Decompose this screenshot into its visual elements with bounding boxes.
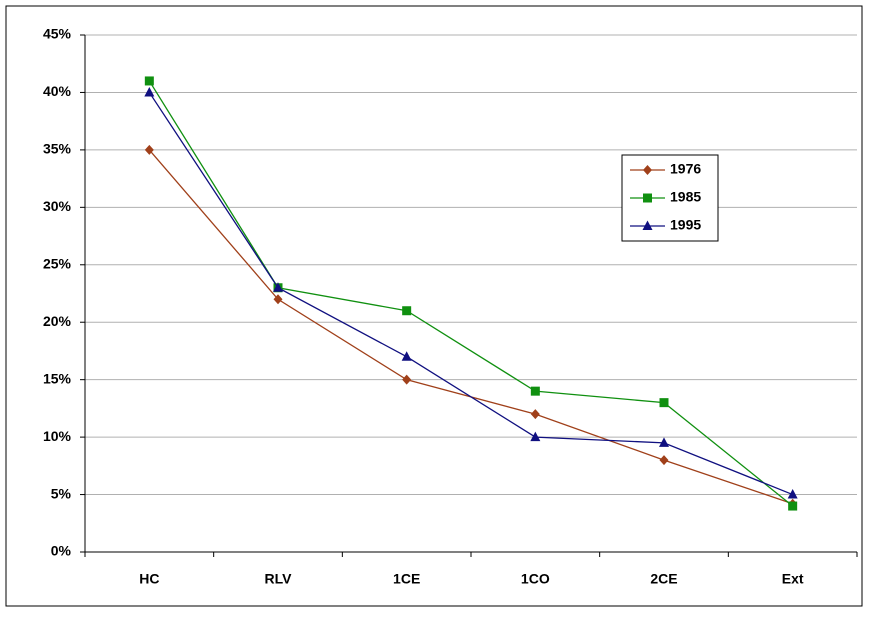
legend: 1976 1985 1995	[621, 154, 719, 242]
legend-label: 1985	[670, 189, 701, 205]
plot	[144, 76, 798, 511]
marker	[788, 501, 798, 511]
marker	[787, 489, 798, 499]
y-tick-label: 25%	[43, 255, 72, 271]
y-tick-label: 30%	[43, 198, 72, 214]
x-tick-label: 2CE	[650, 571, 677, 587]
series-line	[148, 92, 793, 496]
marker	[643, 193, 652, 203]
chart-border	[5, 5, 863, 607]
marker	[530, 386, 540, 396]
series-line	[148, 80, 794, 507]
marker	[144, 76, 154, 86]
y-tick-label: 20%	[43, 313, 72, 329]
x-tick-label: Ext	[782, 571, 804, 587]
y-tick-label: 5%	[51, 485, 72, 501]
marker	[530, 409, 540, 420]
marker	[643, 165, 652, 175]
marker	[401, 351, 412, 361]
marker	[402, 374, 412, 385]
y-tick-label: 40%	[43, 83, 72, 99]
x-tick-label: 1CO	[521, 571, 550, 587]
marker	[659, 455, 669, 466]
x-tick-label: HC	[139, 571, 159, 587]
marker	[530, 431, 541, 442]
legend-label: 1976	[670, 161, 701, 177]
x-tick-label: 1CE	[393, 571, 420, 587]
marker	[642, 220, 653, 230]
y-tick-label: 15%	[43, 370, 72, 386]
y-tick-label: 0%	[51, 543, 72, 559]
marker	[144, 86, 155, 97]
marker	[659, 398, 669, 408]
y-tick-label: 10%	[43, 428, 72, 444]
marker	[402, 306, 412, 316]
marker	[144, 144, 154, 155]
marker	[273, 294, 283, 305]
y-tick-label: 45%	[43, 26, 72, 42]
grid: 0% 5% 10% 15% 20% 25% 30% 35% 40% 45% HC RLV 1CE 1CO 2…	[43, 26, 858, 587]
marker	[273, 282, 283, 292]
x-tick-label: RLV	[265, 571, 293, 587]
legend-label: 1995	[670, 217, 701, 233]
y-tick-label: 35%	[43, 141, 72, 157]
marker	[659, 437, 669, 447]
